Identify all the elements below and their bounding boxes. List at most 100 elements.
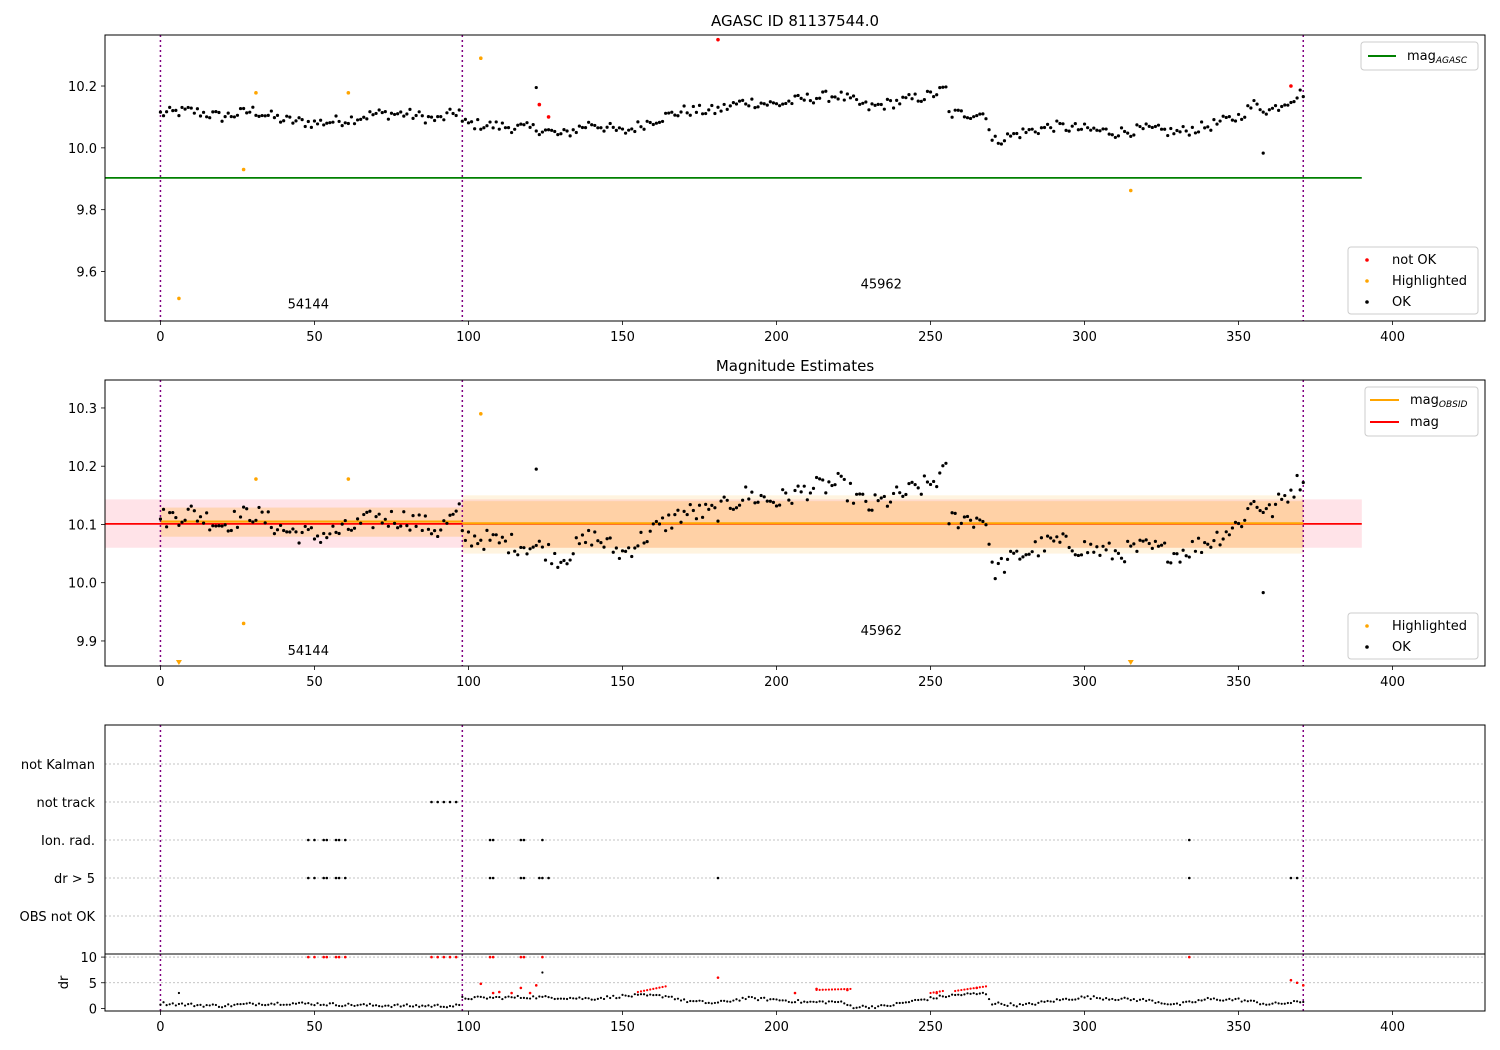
dr-ok-point [1108,998,1111,1001]
dr-ok-point [1098,997,1102,1000]
ok-point [821,478,825,482]
x-tick-label-1: 400 [1380,330,1405,345]
ok-point [1135,123,1139,127]
ok-point [1129,134,1133,138]
dr-ok-point [301,1001,304,1004]
ok-point [1024,130,1028,135]
dr-not-ok-point [488,955,492,959]
dr-ok-point [1178,1003,1182,1007]
dr-ok-point [858,1006,861,1009]
not-ok-point [1289,84,1293,88]
dr-ok-point [760,996,763,1000]
dr-ok-point [381,1005,384,1008]
ok-point [396,526,400,530]
ok-point [553,551,557,556]
ok-point [479,127,483,131]
ok-point [753,501,757,505]
y-tick-label-2: 9.9 [76,635,97,650]
ok-point [1156,123,1161,127]
dr-not-ok-point [972,987,975,990]
dr-ok-point [769,998,772,1001]
ok-point [722,102,726,107]
dr-ok-point [941,995,944,998]
ok-point [1042,549,1047,553]
dr-not-ok-point [448,955,452,959]
dr-ok-point [270,1002,273,1005]
ok-point [1018,557,1022,561]
ok-point [192,111,196,115]
dr-ok-point [978,992,981,995]
flag-point [436,800,439,804]
ok-point [248,110,252,114]
ok-point [482,126,486,130]
dr-ok-point [282,1003,285,1006]
ok-point [245,111,249,115]
dr-ok-point [790,1001,794,1004]
ok-point [371,526,375,530]
dr-ok-point [411,1005,415,1008]
dr-not-ok-point [646,989,649,992]
ok-point [349,115,354,119]
ok-point [928,482,933,487]
dr-ok-point [430,1005,433,1008]
dr-ok-point [661,996,664,999]
ok-point [830,483,834,488]
dr-ok-point [1089,997,1092,1000]
dr-ok-point [1188,1000,1191,1003]
ok-point [282,119,286,123]
dr-ok-point [935,997,938,1000]
ok-point [1209,545,1213,549]
dr-ok-point [1234,997,1237,1001]
dr-not-ok-point [1187,955,1191,959]
ok-point [704,111,708,116]
ok-point [534,129,538,133]
dr-ok-point [855,1006,858,1009]
ok-point [1030,550,1034,554]
dr-ok-point [1157,1001,1160,1004]
ok-point [383,517,387,521]
ok-point [238,106,243,111]
ok-point [235,113,240,117]
dr-ok-point [190,1002,193,1005]
dr-ok-point [461,995,464,998]
flag-point [522,838,526,842]
ok-point [454,509,458,513]
highlighted-point [1128,188,1133,193]
dr-ok-point [944,995,948,999]
ok-point [990,560,994,564]
dr-ok-point [328,1002,331,1005]
ok-point [916,99,920,103]
ok-point [208,528,212,532]
dr-not-ok-point [957,989,960,992]
dr-ok-point [957,993,960,996]
dr-ok-point [1055,998,1058,1001]
ok-point [1255,102,1259,106]
ok-point [873,493,877,497]
ok-point [1089,542,1093,546]
dr-not-ok-point [833,988,837,991]
ok-point [851,501,856,505]
dr-ok-point [1000,1002,1003,1005]
dr-ok-point [673,998,676,1001]
ok-point [922,97,926,102]
ok-point [845,499,849,503]
ok-point [1236,521,1241,526]
x-tick-label-2: 350 [1226,675,1251,690]
ok-point [790,501,794,505]
flag-point [519,876,523,880]
ok-point [1273,502,1278,506]
ok-point [1166,133,1170,138]
ok-point [319,540,323,545]
flag-point [343,876,347,880]
x-tick-label-1: 200 [764,330,789,345]
ok-point [1116,134,1121,138]
ok-point [423,514,427,518]
ok-point [919,492,923,496]
ok-point [1273,103,1278,108]
ok-point [1101,544,1105,548]
ok-point [186,105,190,110]
dr-ok-point [723,999,726,1002]
dr-ok-point [991,1003,994,1006]
dr-ok-point [199,1003,202,1006]
ok-point [781,102,785,106]
